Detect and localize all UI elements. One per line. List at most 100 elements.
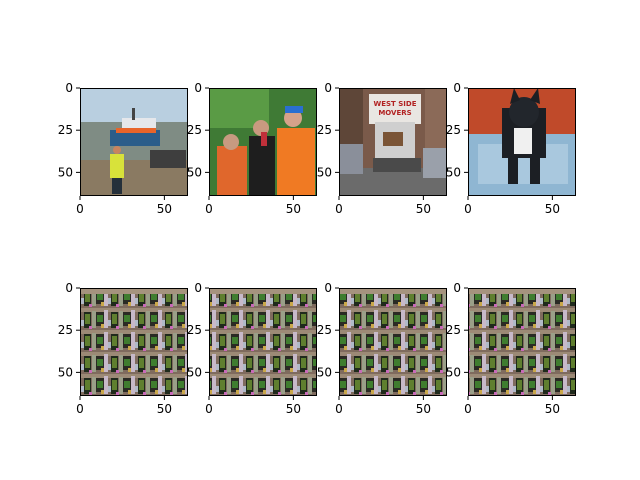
x-tick-label: 0 [76, 202, 84, 216]
man-left-head [223, 134, 239, 150]
x-tick-label: 50 [157, 402, 172, 416]
y-tick-label: 25 [58, 323, 73, 337]
y-tick-label: 0 [324, 281, 332, 295]
image-content [339, 88, 447, 196]
blue-cap [285, 106, 303, 113]
y-tick-label: 0 [453, 81, 461, 95]
y-tick-label: 50 [58, 365, 73, 379]
image-content [339, 288, 447, 396]
x-tick-label: 0 [464, 402, 472, 416]
y-tick-label: 25 [446, 123, 461, 137]
x-tick-label: 50 [545, 402, 560, 416]
x-tick-label: 0 [335, 202, 343, 216]
car-right [423, 148, 447, 178]
image-content [468, 288, 576, 396]
generated-top-band [209, 288, 317, 294]
car-left [339, 144, 363, 174]
man-right-head [284, 109, 302, 127]
generated-texture [339, 288, 447, 396]
y-tick-label: 50 [446, 365, 461, 379]
x-tick-label: 0 [76, 402, 84, 416]
y-tick-label: 25 [187, 323, 202, 337]
subplot-1-0: 0 50 0 25 50 [58, 281, 188, 416]
x-tick-label: 50 [416, 202, 431, 216]
truck-box [369, 94, 421, 124]
generated-texture [80, 288, 188, 396]
y-tick-label: 25 [317, 123, 332, 137]
y-tick-label: 0 [194, 281, 202, 295]
generated-top-band [468, 288, 576, 294]
subplot-1-1: 0 50 0 25 50 [187, 281, 317, 416]
subplot-1-2: 0 50 0 25 50 [317, 281, 447, 416]
image-content [209, 288, 317, 396]
y-tick-label: 50 [187, 365, 202, 379]
y-tick-label: 50 [446, 165, 461, 179]
generated-texture [468, 288, 576, 396]
axes-frame [209, 288, 317, 396]
truck-sign-text: MOVERS [378, 109, 411, 117]
x-tick-label: 50 [286, 202, 301, 216]
x-tick-label: 0 [464, 202, 472, 216]
y-tick-label: 0 [65, 81, 73, 95]
axes-frame [339, 88, 447, 196]
bottle [261, 132, 267, 146]
generated-top-band [80, 288, 188, 294]
dog-head [509, 97, 539, 127]
dog-ear-right [530, 88, 540, 104]
subplot-0-0: 0 50 0 25 50 [58, 81, 188, 216]
image-content [80, 288, 188, 396]
subplot-1-3: 0 50 0 25 50 [446, 281, 576, 416]
y-tick-label: 25 [187, 123, 202, 137]
generated-top-band [339, 288, 447, 294]
y-tick-label: 25 [317, 323, 332, 337]
person-legs [112, 178, 122, 194]
x-tick-label: 50 [157, 202, 172, 216]
hi-vis-vest [110, 154, 124, 178]
axes-frame [468, 288, 576, 396]
image-content [209, 88, 317, 196]
y-tick-label: 50 [317, 165, 332, 179]
x-tick-label: 0 [335, 402, 343, 416]
y-tick-label: 25 [446, 323, 461, 337]
generated-texture [209, 288, 317, 396]
dog-ear-left [510, 88, 520, 104]
x-tick-label: 50 [545, 202, 560, 216]
truck-window [383, 132, 403, 146]
man-right-shirt [277, 128, 315, 196]
x-tick-label: 0 [205, 202, 213, 216]
boat-hull [110, 130, 160, 146]
person-head [113, 146, 121, 154]
x-tick-label: 50 [286, 402, 301, 416]
axes-frame [339, 288, 447, 396]
y-tick-label: 50 [187, 165, 202, 179]
y-tick-label: 25 [58, 123, 73, 137]
subplot-0-3: 0 50 0 25 50 [446, 81, 576, 216]
y-tick-label: 0 [324, 81, 332, 95]
x-tick-label: 50 [416, 402, 431, 416]
dog-leg-right [530, 158, 540, 184]
y-tick-label: 50 [317, 365, 332, 379]
axes-frame [209, 88, 317, 196]
trailer [150, 150, 186, 168]
dog-leg-left [508, 158, 518, 184]
image-content [80, 88, 188, 196]
y-tick-label: 0 [194, 81, 202, 95]
truck-sign-text: WEST SIDE [374, 100, 417, 108]
truck-grille [373, 158, 421, 172]
dog-chest [514, 128, 532, 154]
image-content [468, 88, 576, 196]
man-left-shirt [217, 146, 247, 196]
axes-frame [80, 288, 188, 396]
axes-frame [468, 88, 576, 196]
axes-frame [80, 88, 188, 196]
boat-mast [132, 108, 135, 120]
y-tick-label: 50 [58, 165, 73, 179]
subplot-0-1: 0 50 0 25 50 [187, 81, 317, 216]
y-tick-label: 0 [453, 281, 461, 295]
y-tick-label: 0 [65, 281, 73, 295]
x-tick-label: 0 [205, 402, 213, 416]
boat-stripe [116, 128, 156, 133]
